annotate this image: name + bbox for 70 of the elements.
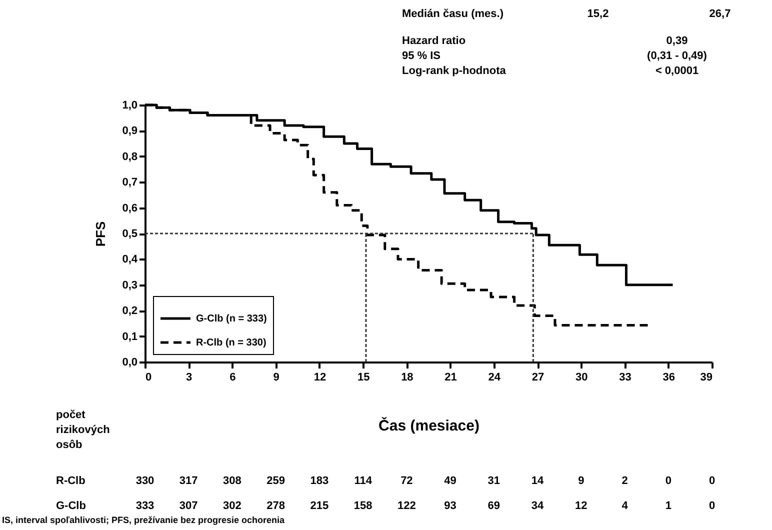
x-tick-label: 0: [146, 372, 152, 384]
x-tick-label: 24: [488, 372, 502, 384]
text: G-Clb: [56, 500, 86, 512]
x-tick-label: 3: [186, 372, 192, 384]
text: 93: [444, 500, 456, 512]
text: 158: [354, 500, 372, 512]
text: 317: [179, 475, 198, 487]
text: R-Clb: [56, 475, 86, 487]
x-tick-label: 21: [444, 372, 457, 384]
x-tick-label: 36: [662, 372, 676, 384]
text: 4: [622, 500, 628, 512]
text: (0,31 - 0,49): [647, 50, 707, 62]
text: 302: [223, 500, 242, 512]
x-tick-label: 27: [532, 372, 544, 384]
y-tick-label: 0,0: [122, 356, 138, 368]
x-tick-label: 15: [357, 372, 370, 384]
text: Medián času (mes.): [402, 8, 504, 20]
text: 15,2: [587, 8, 609, 20]
y-tick-label: 0,6: [122, 202, 138, 214]
text: 307: [179, 500, 198, 512]
y-tick-label: 0,7: [122, 176, 138, 189]
x-tick-label: 39: [700, 372, 712, 384]
text: 14: [531, 475, 544, 487]
y-tick-label: 0,9: [122, 125, 138, 138]
text: 0: [708, 475, 716, 487]
x-tick-label: 12: [314, 372, 326, 384]
y-tick-label: 0,2: [122, 305, 138, 318]
text: 12: [575, 500, 588, 512]
y-tick-label: 0,3: [122, 279, 138, 292]
legend-label: G-Clb (n = 333): [196, 314, 267, 324]
text: 122: [398, 500, 416, 512]
text: 333: [136, 500, 154, 512]
text: 31: [488, 475, 500, 487]
text: 278: [266, 500, 286, 512]
x-axis-title: Čas (mesiace): [378, 416, 480, 434]
text: 330: [136, 475, 154, 487]
text: 26,7: [709, 8, 731, 20]
y-axis-title: PFS: [93, 221, 108, 247]
text: 49: [444, 475, 456, 487]
text: 114: [354, 475, 372, 487]
text: počet rizikových osôb: [56, 408, 111, 453]
text: 183: [310, 475, 329, 487]
x-tick-label: 6: [230, 372, 236, 384]
text: 0: [708, 500, 716, 512]
text: 9: [578, 475, 584, 487]
text: IS, interval spoľahlivosti; PFS, prežívanie bez progresie ochorenia: [2, 515, 285, 525]
text: Hazard ratio: [402, 35, 466, 47]
text: 69: [488, 500, 500, 512]
text: 95 % IS: [402, 50, 441, 62]
text: Log-rank p-hodnota: [402, 65, 506, 77]
text: 72: [400, 475, 413, 487]
text: 34: [531, 500, 544, 512]
legend-label: R-Clb (n = 330): [196, 338, 266, 348]
text: 215: [310, 500, 329, 512]
y-tick-label: 0,8: [122, 150, 138, 163]
x-tick-label: 9: [273, 372, 280, 384]
y-tick-label: 0,5: [122, 228, 138, 240]
text: 0: [665, 475, 672, 487]
text: 2: [622, 475, 628, 487]
text: 259: [266, 475, 286, 487]
x-tick-label: 33: [619, 372, 632, 384]
text: 0,39: [666, 35, 688, 47]
y-tick-label: 0,1: [122, 330, 138, 343]
y-tick-label: 0,4: [122, 254, 138, 266]
text: 308: [223, 475, 242, 487]
text: < 0,0001: [655, 65, 699, 77]
text: 1: [665, 500, 672, 512]
x-tick-label: 30: [576, 372, 588, 384]
x-tick-label: 18: [401, 372, 414, 384]
y-tick-label: 1,0: [122, 100, 138, 112]
